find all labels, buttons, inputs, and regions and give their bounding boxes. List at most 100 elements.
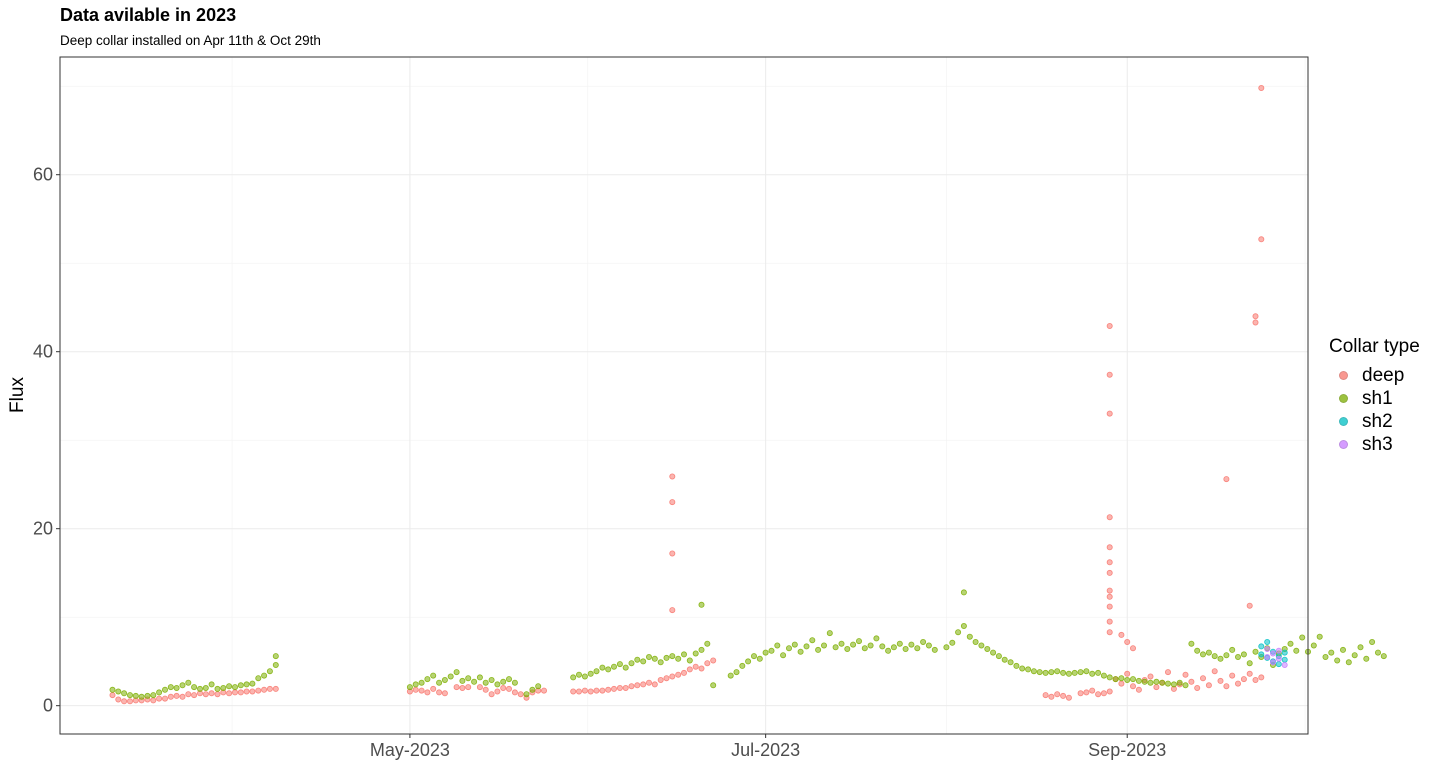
data-point-deep xyxy=(1065,694,1072,701)
data-point-sh1 xyxy=(453,669,460,676)
data-point-sh1 xyxy=(646,654,653,661)
data-point-sh1 xyxy=(1089,670,1096,677)
data-point-sh1 xyxy=(920,639,927,646)
data-point-sh1 xyxy=(762,649,769,656)
data-point-sh1 xyxy=(581,673,588,680)
data-point-deep xyxy=(1048,693,1055,700)
data-point-sh3 xyxy=(1275,647,1282,654)
data-point-sh1 xyxy=(931,646,938,653)
legend-key-sh2 xyxy=(1339,417,1348,426)
data-point-sh1 xyxy=(121,690,128,697)
data-point-sh1 xyxy=(745,658,752,665)
data-point-sh2 xyxy=(1258,643,1265,650)
legend-item-deep: deep xyxy=(1329,364,1420,387)
data-point-sh1 xyxy=(821,642,828,649)
data-point-deep xyxy=(576,688,583,695)
data-point-deep xyxy=(605,686,612,693)
data-point-deep xyxy=(1223,476,1230,483)
data-point-sh1 xyxy=(634,656,641,663)
data-point-deep xyxy=(628,683,635,690)
y-tick-label: 20 xyxy=(33,519,53,539)
data-point-deep xyxy=(121,698,128,705)
data-point-deep xyxy=(1205,682,1212,689)
data-point-deep xyxy=(505,685,512,692)
data-point-sh1 xyxy=(622,664,629,671)
data-point-sh2 xyxy=(1264,639,1271,646)
data-point-deep xyxy=(255,687,262,694)
data-point-sh1 xyxy=(739,662,746,669)
data-point-deep xyxy=(1100,690,1107,697)
data-point-sh1 xyxy=(873,635,880,642)
data-point-sh1 xyxy=(914,645,921,652)
data-point-sh1 xyxy=(943,644,950,651)
data-point-sh1 xyxy=(1124,677,1131,684)
data-point-sh1 xyxy=(237,682,244,689)
data-point-deep xyxy=(1258,85,1265,92)
data-point-sh1 xyxy=(1240,651,1247,658)
data-point-sh1 xyxy=(1246,660,1253,667)
data-point-sh1 xyxy=(272,653,279,660)
data-point-sh1 xyxy=(879,643,886,650)
data-point-deep xyxy=(1106,593,1113,600)
data-point-sh1 xyxy=(1293,647,1300,654)
data-point-sh1 xyxy=(663,654,670,661)
data-point-sh1 xyxy=(826,630,833,637)
data-point-sh1 xyxy=(1165,680,1172,687)
data-point-sh1 xyxy=(1345,659,1352,666)
data-point-deep xyxy=(710,657,717,664)
data-point-sh1 xyxy=(231,684,238,691)
data-point-sh1 xyxy=(669,653,676,660)
data-point-deep xyxy=(1054,691,1061,698)
data-point-sh1 xyxy=(576,671,583,678)
data-point-sh1 xyxy=(1048,669,1055,676)
data-point-sh1 xyxy=(1071,669,1078,676)
data-point-deep xyxy=(1124,670,1131,677)
data-point-sh1 xyxy=(587,670,594,677)
data-point-deep xyxy=(459,685,466,692)
data-point-deep xyxy=(1211,668,1218,675)
data-point-sh1 xyxy=(780,652,787,659)
data-point-deep xyxy=(1147,673,1154,680)
data-point-deep xyxy=(1252,313,1259,320)
legend-label-sh2: sh2 xyxy=(1362,410,1393,432)
legend-item-sh3: sh3 xyxy=(1329,433,1420,456)
data-point-sh1 xyxy=(751,653,758,660)
data-point-sh1 xyxy=(925,642,932,649)
data-point-sh1 xyxy=(115,688,122,695)
data-point-deep xyxy=(167,693,174,700)
data-point-sh3 xyxy=(1264,646,1271,653)
data-point-sh1 xyxy=(1217,655,1224,662)
data-point-deep xyxy=(272,685,279,692)
data-point-deep xyxy=(1258,674,1265,681)
data-point-sh1 xyxy=(856,638,863,645)
data-point-sh1 xyxy=(832,644,839,651)
data-point-sh1 xyxy=(220,685,227,692)
data-point-deep xyxy=(482,686,489,693)
data-point-sh1 xyxy=(803,643,810,650)
data-point-deep xyxy=(1200,675,1207,682)
data-point-sh1 xyxy=(651,655,658,662)
data-point-deep xyxy=(1240,676,1247,683)
data-point-sh1 xyxy=(955,629,962,636)
data-point-deep xyxy=(1042,692,1049,699)
data-point-deep xyxy=(249,688,256,695)
data-point-deep xyxy=(1118,631,1125,638)
data-point-deep xyxy=(1246,602,1253,609)
data-point-sh1 xyxy=(908,641,915,648)
legend-item-sh1: sh1 xyxy=(1329,387,1420,410)
data-point-deep xyxy=(202,691,209,698)
data-point-sh1 xyxy=(436,679,443,686)
data-point-deep xyxy=(517,691,524,698)
data-point-deep xyxy=(430,685,437,692)
data-point-sh1 xyxy=(995,653,1002,660)
data-point-sh1 xyxy=(838,640,845,647)
data-point-sh1 xyxy=(1065,670,1072,677)
data-point-deep xyxy=(1106,688,1113,695)
data-point-sh1 xyxy=(605,666,612,673)
data-point-deep xyxy=(1188,678,1195,685)
data-point-sh1 xyxy=(1025,666,1032,673)
data-point-deep xyxy=(1106,629,1113,636)
data-point-sh1 xyxy=(226,683,233,690)
data-point-sh1 xyxy=(902,646,909,653)
